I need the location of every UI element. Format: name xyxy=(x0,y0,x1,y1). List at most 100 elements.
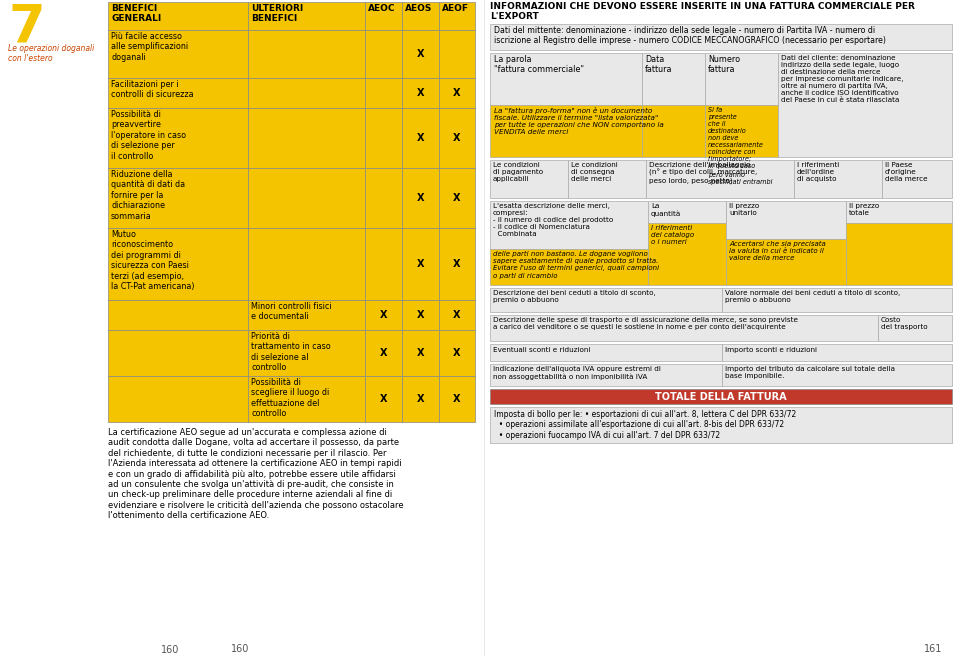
Text: Il Paese
d'origine
della merce: Il Paese d'origine della merce xyxy=(885,162,927,182)
Text: Descrizione delle spese di trasporto e di assicurazione della merce, se sono pre: Descrizione delle spese di trasporto e d… xyxy=(493,317,798,330)
Bar xyxy=(108,330,248,376)
Bar xyxy=(646,160,794,198)
Text: AEOC: AEOC xyxy=(368,4,396,13)
Bar xyxy=(490,105,642,157)
Text: TOTALE DELLA FATTURA: TOTALE DELLA FATTURA xyxy=(655,392,787,401)
Bar xyxy=(108,2,248,30)
Bar xyxy=(108,78,248,108)
Text: La "fattura pro-forma" non è un documento
fiscale. Utilizzare il termine "lista : La "fattura pro-forma" non è un document… xyxy=(494,107,664,135)
Bar xyxy=(878,315,952,341)
Text: Il prezzo
unitario: Il prezzo unitario xyxy=(729,203,759,216)
Text: Minori controlli fisici
e documentali: Minori controlli fisici e documentali xyxy=(251,302,331,321)
Bar xyxy=(490,315,878,341)
Bar xyxy=(490,24,952,50)
Text: Più facile accesso
alle semplificazioni
doganali: Più facile accesso alle semplificazioni … xyxy=(111,32,188,62)
Text: Facilitazioni per i
controlli di sicurezza: Facilitazioni per i controlli di sicurez… xyxy=(111,80,194,100)
Text: X: X xyxy=(417,394,424,404)
Text: X: X xyxy=(417,348,424,358)
Text: Descrizione dell'imballaggio
(n° e tipo dei colli, marcature,
peso lordo, peso n: Descrizione dell'imballaggio (n° e tipo … xyxy=(649,162,757,184)
Text: Dati del cliente: denominazione
indirizzo della sede legale, luogo
di destinazio: Dati del cliente: denominazione indirizz… xyxy=(781,55,903,103)
Bar xyxy=(402,376,439,422)
Text: Riduzione della
quantità di dati da
fornire per la
dichiarazione
sommaria: Riduzione della quantità di dati da forn… xyxy=(111,170,185,220)
Bar xyxy=(248,330,365,376)
Text: Si fa
presente
che il
destinatario
non deve
necessariamente
coincidere con
l'imp: Si fa presente che il destinatario non d… xyxy=(708,107,773,185)
Text: Accertarsi che sia precisata
la valuta in cui è indicato il
valore della merce: Accertarsi che sia precisata la valuta i… xyxy=(729,241,826,261)
Text: La parola
"fattura commerciale": La parola "fattura commerciale" xyxy=(494,55,584,74)
Text: Data
fattura: Data fattura xyxy=(645,55,673,74)
Text: 160: 160 xyxy=(230,644,250,654)
Text: AEOF: AEOF xyxy=(442,4,469,13)
Bar xyxy=(248,376,365,422)
Bar xyxy=(108,108,248,168)
Text: Costo
del trasporto: Costo del trasporto xyxy=(881,317,927,330)
Text: X: X xyxy=(380,394,387,404)
Bar xyxy=(402,2,439,30)
Bar xyxy=(108,30,248,78)
Bar xyxy=(365,330,402,376)
Bar xyxy=(490,364,722,386)
Bar xyxy=(439,300,475,330)
Text: 160: 160 xyxy=(161,645,180,655)
Bar xyxy=(248,168,365,228)
Text: Importo sconti e riduzioni: Importo sconti e riduzioni xyxy=(725,347,817,353)
Text: La
quantità: La quantità xyxy=(651,203,682,216)
Bar xyxy=(794,160,882,198)
Bar xyxy=(642,105,705,157)
Bar xyxy=(490,53,642,105)
Text: Descrizione dei beni ceduti a titolo di sconto,
premio o abbuono: Descrizione dei beni ceduti a titolo di … xyxy=(493,290,656,303)
Text: X: X xyxy=(417,133,424,143)
Text: Le condizioni
di consegna
delle merci: Le condizioni di consegna delle merci xyxy=(571,162,617,182)
Bar xyxy=(490,407,952,443)
Bar xyxy=(108,168,248,228)
Bar xyxy=(365,376,402,422)
Bar xyxy=(248,2,365,30)
Text: X: X xyxy=(417,259,424,269)
Bar xyxy=(490,249,648,285)
Bar xyxy=(722,364,952,386)
Bar xyxy=(402,228,439,300)
Bar xyxy=(439,30,475,78)
Bar xyxy=(248,300,365,330)
Bar xyxy=(248,228,365,300)
Bar xyxy=(439,108,475,168)
Text: X: X xyxy=(453,88,461,98)
Bar xyxy=(402,300,439,330)
Bar xyxy=(882,160,952,198)
Text: Indicazione dell'aliquota IVA oppure estremi di
non assoggettabilità o non impon: Indicazione dell'aliquota IVA oppure est… xyxy=(493,366,660,380)
Bar xyxy=(722,344,952,361)
Bar xyxy=(568,160,646,198)
Text: 7: 7 xyxy=(8,2,45,54)
Text: Le condizioni
di pagamento
applicabili: Le condizioni di pagamento applicabili xyxy=(493,162,543,182)
Bar xyxy=(248,30,365,78)
Text: Possibilità di
preavvertire
l'operatore in caso
di selezione per
il controllo: Possibilità di preavvertire l'operatore … xyxy=(111,110,186,161)
Bar xyxy=(490,288,722,312)
Bar xyxy=(439,376,475,422)
Text: Possibilità di
scegliere il luogo di
effettuazione del
controllo: Possibilità di scegliere il luogo di eff… xyxy=(251,378,329,419)
Bar xyxy=(365,300,402,330)
Text: X: X xyxy=(417,88,424,98)
Bar xyxy=(648,223,726,285)
Bar xyxy=(642,53,705,105)
Bar xyxy=(726,239,846,285)
Bar xyxy=(705,105,778,157)
Text: X: X xyxy=(453,193,461,203)
Bar xyxy=(490,160,568,198)
Text: X: X xyxy=(453,310,461,320)
Text: L'esatta descrizione delle merci,
compresi:
- il numero di codice del prodotto
-: L'esatta descrizione delle merci, compre… xyxy=(493,203,613,237)
Bar xyxy=(402,168,439,228)
Bar xyxy=(402,108,439,168)
Text: X: X xyxy=(453,133,461,143)
Text: Eventuali sconti e riduzioni: Eventuali sconti e riduzioni xyxy=(493,347,590,353)
Bar xyxy=(365,168,402,228)
Bar xyxy=(778,53,952,157)
Bar xyxy=(705,53,778,105)
Bar xyxy=(846,201,952,223)
Text: AEOS: AEOS xyxy=(405,4,432,13)
Text: delle parti non bastano. Le dogane vogliono
sapere esattamente di quale prodotto: delle parti non bastano. Le dogane vogli… xyxy=(493,251,660,279)
Bar xyxy=(365,228,402,300)
Text: INFORMAZIONI CHE DEVONO ESSERE INSERITE IN UNA FATTURA COMMERCIALE PER
L'EXPORT: INFORMAZIONI CHE DEVONO ESSERE INSERITE … xyxy=(490,2,915,22)
Bar xyxy=(108,300,248,330)
Bar xyxy=(439,330,475,376)
Bar xyxy=(365,30,402,78)
Text: La certificazione AEO segue ad un'accurata e complessa azione di
audit condotta : La certificazione AEO segue ad un'accura… xyxy=(108,428,403,520)
